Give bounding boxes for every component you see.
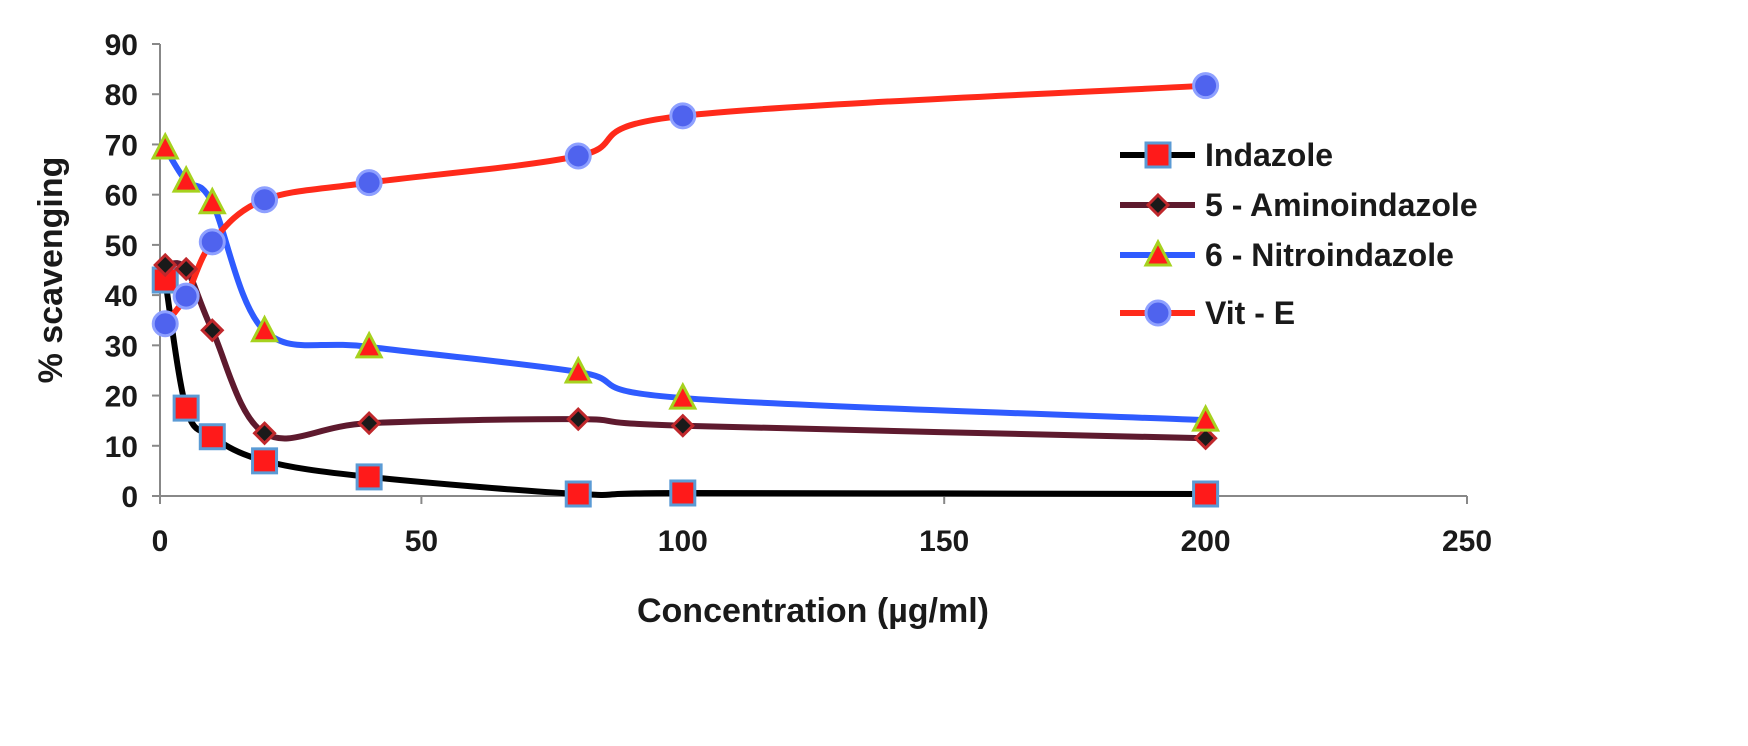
data-point-triangle [197, 186, 227, 215]
legend-label: 6 - Nitroindazole [1205, 237, 1454, 273]
axes: 0 50 100 150 200 250 0 10 20 30 40 50 60 70 80 90 [105, 29, 1492, 558]
y-tick-label: 80 [105, 79, 138, 112]
data-point-diamond [200, 318, 225, 343]
data-point-square [1192, 480, 1220, 508]
y-tick-label: 10 [105, 431, 138, 464]
data-point-triangle [668, 381, 698, 410]
legend: Indazole 5 - Aminoindazole 6 - Nitroindazo… [1120, 137, 1478, 331]
y-tick-label: 0 [121, 481, 138, 514]
data-point-diamond [1193, 426, 1218, 451]
x-axis-title: Concentration (µg/ml) [637, 592, 989, 630]
data-point-triangle [150, 131, 180, 160]
data-point-triangle [354, 330, 384, 359]
data-point-square [198, 423, 226, 451]
data-point-triangle [250, 314, 280, 343]
legend-marker-square-icon [1144, 141, 1172, 169]
y-tick-label: 20 [105, 381, 138, 414]
data-point-diamond [153, 252, 178, 278]
series-lines [162, 82, 1209, 498]
data-point-circle [172, 282, 200, 310]
legend-marker-triangle-icon [1143, 238, 1173, 267]
x-tick-label: 0 [152, 525, 169, 558]
data-point-square [669, 479, 697, 507]
data-point-circle [1192, 72, 1220, 100]
data-point-square [355, 463, 383, 491]
data-point-triangle [1191, 403, 1221, 432]
data-point-circle [251, 186, 279, 214]
data-point-diamond [252, 421, 277, 446]
x-tick-label: 200 [1181, 525, 1231, 558]
series-line-square [162, 277, 1209, 498]
x-tick-label: 50 [405, 525, 438, 558]
data-point-circle [355, 169, 383, 197]
data-point-triangle [563, 355, 593, 384]
y-tick-label: 40 [105, 280, 138, 313]
legend-marker-circle-icon [1144, 299, 1172, 327]
data-point-diamond [174, 256, 199, 282]
x-tick-label: 100 [658, 525, 708, 558]
legend-label: Vit - E [1205, 295, 1295, 331]
y-tick-label: 70 [105, 129, 138, 162]
y-tick-label: 50 [105, 230, 138, 263]
data-point-diamond [670, 413, 695, 438]
series-markers [150, 72, 1221, 508]
x-tick-label: 250 [1442, 525, 1492, 558]
legend-label: Indazole [1205, 137, 1333, 173]
y-tick-label: 90 [105, 29, 138, 62]
data-point-circle [564, 142, 592, 170]
series-line-triangle [162, 144, 1209, 424]
data-point-diamond [356, 411, 382, 436]
series-line-diamond [162, 260, 1209, 442]
data-point-circle [198, 228, 226, 256]
legend-label: 5 - Aminoindazole [1205, 187, 1478, 223]
data-point-square [251, 447, 279, 475]
series-line-circle [162, 82, 1209, 327]
legend-marker-diamond-icon [1145, 192, 1171, 218]
data-point-circle [151, 310, 179, 338]
y-tick-label: 30 [105, 330, 138, 363]
data-point-square [172, 394, 200, 422]
x-tick-label: 150 [919, 525, 969, 558]
data-point-diamond [566, 407, 591, 432]
data-point-triangle [171, 164, 201, 193]
data-point-circle [669, 102, 697, 130]
data-point-square [564, 480, 592, 508]
y-tick-label: 60 [105, 180, 138, 213]
y-axis-title: % scavenging [32, 157, 70, 384]
